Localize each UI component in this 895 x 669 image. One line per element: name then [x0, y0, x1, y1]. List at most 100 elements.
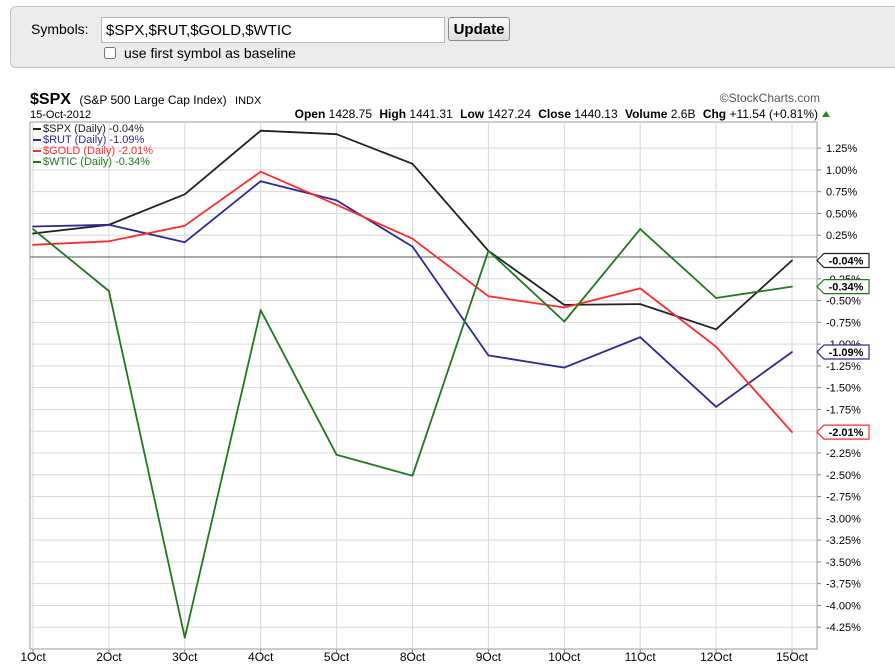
data-point-wtic	[639, 228, 642, 231]
tag-box	[816, 344, 870, 360]
data-point-spx	[183, 193, 186, 196]
data-point-rut	[32, 225, 34, 228]
data-point-gold	[335, 203, 338, 206]
update-button[interactable]: Update	[448, 17, 510, 41]
volume-value: 2.6B	[671, 107, 696, 121]
plot-area	[29, 121, 818, 650]
x-tick-label: 4Oct	[248, 650, 274, 664]
last-value-tag-gold: -2.01%	[816, 424, 870, 440]
last-value-tag-wtic: -0.34%	[816, 279, 870, 295]
data-point-wtic	[715, 297, 717, 299]
y-tick-label: -0.50%	[826, 296, 861, 308]
y-tick-label: -2.50%	[826, 470, 861, 482]
data-point-wtic	[487, 250, 490, 252]
y-tick-label: -4.25%	[826, 622, 861, 634]
data-point-rut	[183, 241, 186, 244]
low-label: Low	[460, 107, 485, 121]
data-point-spx	[639, 303, 642, 305]
chg-value: +11.54 (+0.81%)	[729, 107, 818, 121]
y-tick-label: -3.00%	[826, 513, 861, 525]
data-point-rut	[335, 199, 338, 202]
y-tick-label: -3.50%	[826, 557, 861, 569]
y-tick-label: -3.25%	[826, 535, 861, 547]
x-tick-label: 8Oct	[400, 650, 426, 664]
x-tick-label: 3Oct	[172, 650, 198, 664]
svg-text:$SPX (S&P 500 Large Cap In: $SPX (S&P 500 Large Cap Index) INDX	[30, 91, 262, 108]
data-point-spx	[335, 133, 338, 136]
data-point-gold	[791, 431, 793, 434]
symbol-form-panel: Symbols: Update use first symbol as base…	[10, 6, 895, 68]
ohlc-row: Open 1428.75 High 1441.31 Low 1427.24 Cl…	[295, 107, 818, 121]
legend-entry-spx: $SPX (Daily) -0.04%	[43, 123, 144, 135]
chart-date: 15-Oct-2012	[30, 109, 91, 121]
tag-label: -0.04%	[829, 256, 864, 268]
x-axis: 1Oct 2Oct 3Oct 4Oct 5Oct 8Oct 9Oct 10Oct 11Oct 12…	[20, 649, 809, 664]
data-point-spx	[259, 129, 262, 132]
data-point-rut	[259, 180, 262, 183]
x-tick-label: 15Oct	[776, 650, 809, 664]
tag-label: -2.01%	[829, 427, 864, 439]
tag-label: -1.09%	[829, 347, 864, 359]
grid	[30, 122, 817, 649]
data-point-spx	[32, 232, 34, 235]
tag-box	[816, 424, 870, 440]
close-value: 1440.13	[574, 107, 618, 121]
y-tick-label: 0.25%	[826, 230, 857, 242]
chart-symbol: $SPX	[30, 91, 71, 108]
volume-label: Volume	[625, 107, 668, 121]
chart-symbol-name: (S&P 500 Large Cap Index)	[79, 93, 226, 107]
open-label: Open	[295, 107, 326, 121]
data-point-rut	[715, 405, 717, 408]
last-value-tag-rut: -1.09%	[816, 344, 870, 360]
data-point-gold	[487, 295, 490, 298]
baseline-checkbox[interactable]	[104, 47, 116, 59]
y-tick-label: 1.00%	[826, 165, 857, 177]
y-tick-label: -1.50%	[826, 383, 861, 395]
y-tick-label: -1.75%	[826, 404, 861, 416]
data-point-gold	[32, 243, 34, 246]
data-point-rut	[487, 354, 490, 357]
data-point-spx	[563, 304, 566, 306]
data-point-gold	[563, 306, 566, 309]
data-point-rut	[791, 351, 793, 353]
x-tick-label: 5Oct	[324, 650, 350, 664]
data-point-spx	[411, 162, 414, 165]
x-tick-label: 12Oct	[700, 650, 733, 664]
y-tick-label: 0.75%	[826, 187, 857, 199]
y-tick-label: -0.75%	[826, 317, 861, 329]
y-tick-label: -3.75%	[826, 579, 861, 591]
baseline-label: use first symbol as baseline	[124, 45, 296, 61]
x-tick-label: 11Oct	[625, 650, 657, 664]
data-point-wtic	[183, 636, 186, 639]
open-value: 1428.75	[329, 107, 373, 121]
baseline-option[interactable]: use first symbol as baseline	[104, 45, 296, 61]
chart-exchange: INDX	[235, 95, 262, 107]
series-lines	[32, 129, 793, 639]
symbols-label: Symbols:	[31, 21, 89, 37]
data-point-wtic	[259, 309, 262, 312]
close-label: Close	[538, 107, 571, 121]
data-point-spx	[715, 328, 717, 331]
legend-entry-gold: $GOLD (Daily) -2.01%	[43, 145, 153, 157]
last-value-tag-spx: -0.04%	[816, 252, 870, 269]
data-point-wtic	[335, 453, 338, 456]
x-tick-label: 2Oct	[96, 650, 122, 664]
high-value: 1441.31	[409, 107, 453, 121]
data-point-rut	[108, 223, 110, 226]
data-point-rut	[411, 245, 414, 248]
data-point-wtic	[563, 320, 566, 323]
tag-box	[816, 279, 870, 295]
legend-entry-wtic: $WTIC (Daily) -0.34%	[43, 156, 150, 168]
y-tick-label: -1.25%	[826, 361, 861, 373]
y-tick-label: 1.25%	[826, 143, 857, 155]
last-value-tags: -0.04% -1.09% -2.01% -0.34%	[816, 252, 870, 440]
data-point-wtic	[411, 474, 414, 477]
x-tick-label: 10Oct	[548, 650, 581, 664]
data-point-gold	[639, 287, 642, 290]
x-tick-label: 9Oct	[476, 650, 502, 664]
legend: $SPX (Daily) -0.04%$RUT (Daily) -1.09%$G…	[33, 123, 153, 168]
y-tick-label: -2.25%	[826, 448, 861, 460]
data-point-gold	[183, 224, 186, 227]
symbols-input[interactable]	[101, 17, 445, 43]
